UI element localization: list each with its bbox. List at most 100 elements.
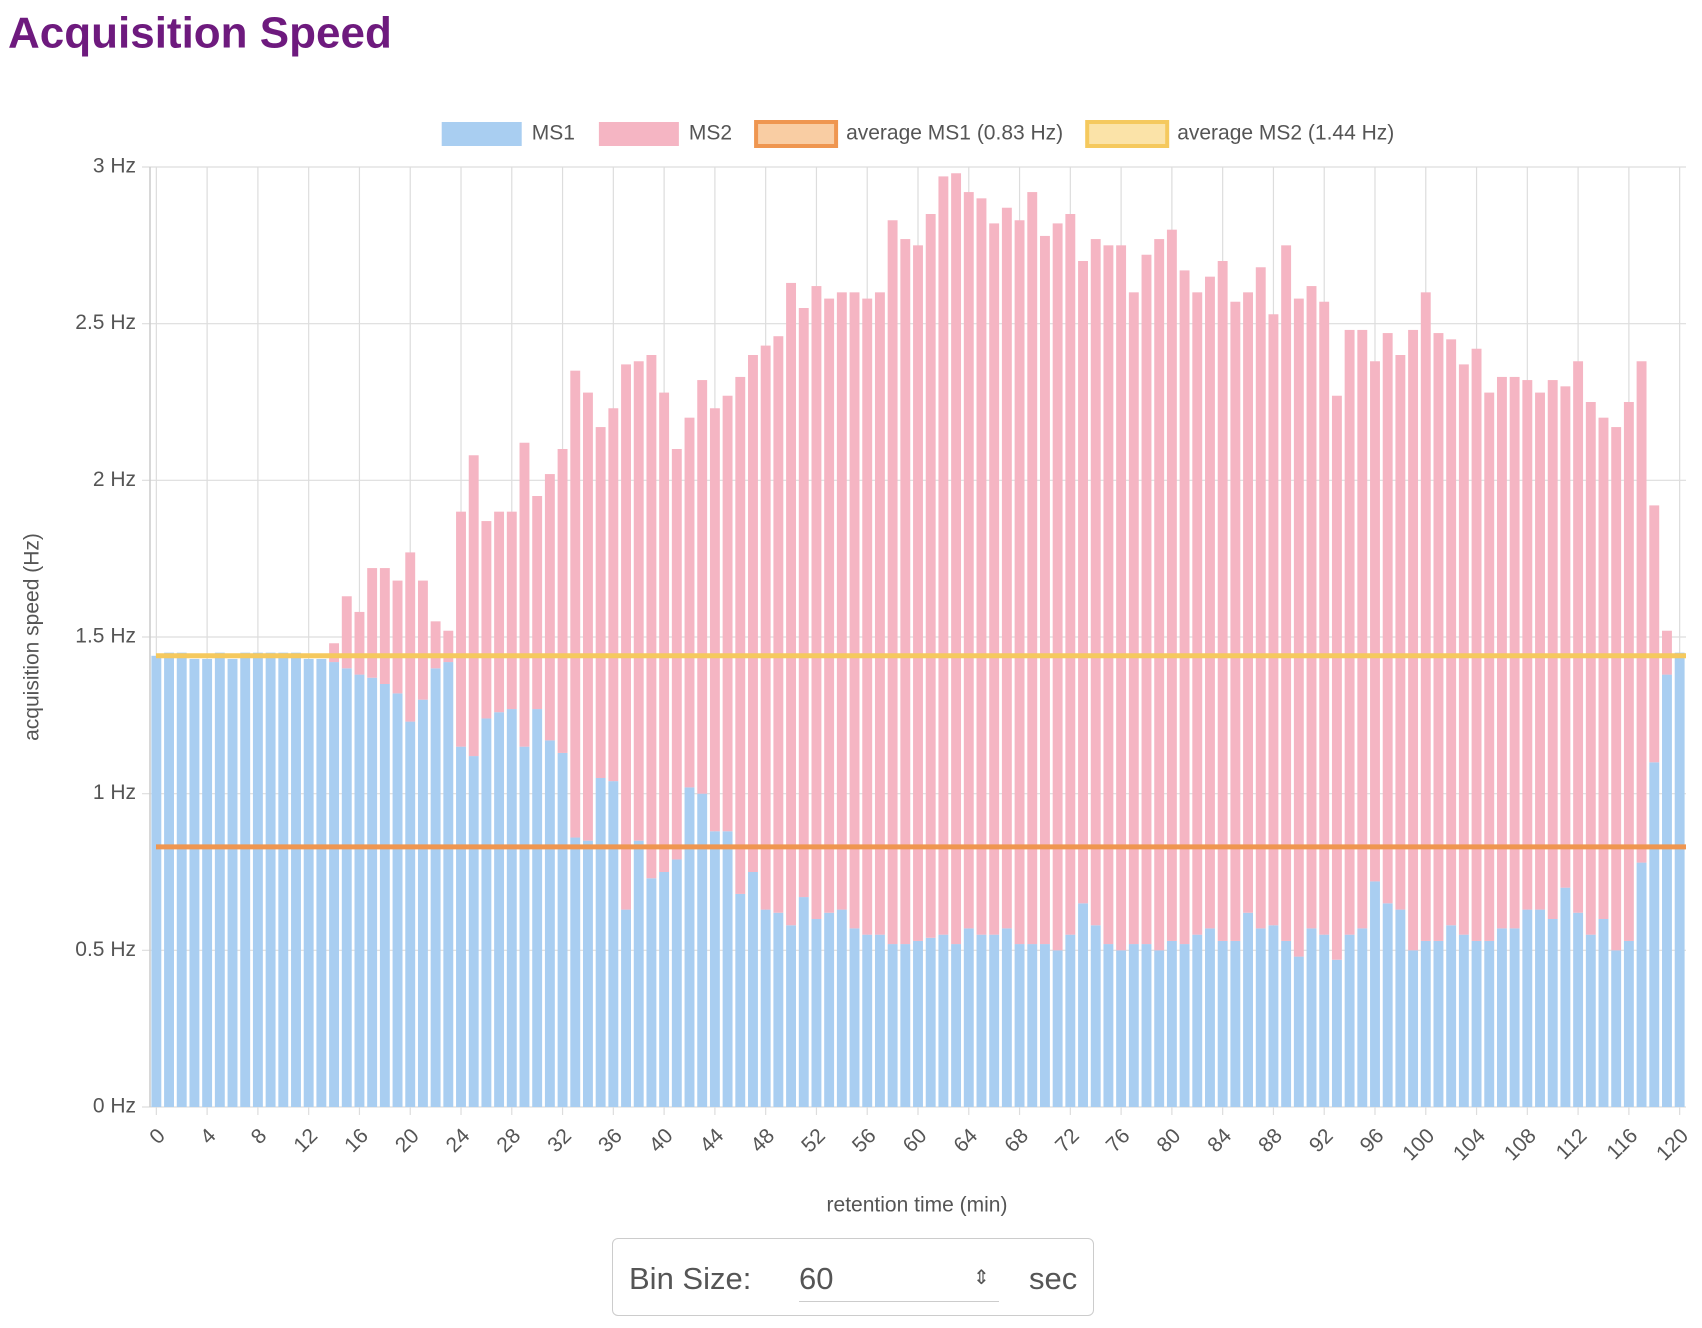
bar — [1090, 239, 1101, 926]
bar — [1192, 934, 1203, 1107]
bar — [1522, 380, 1533, 910]
y-tick-label: 0.5 Hz — [75, 938, 136, 961]
bar — [1547, 380, 1558, 920]
bar — [608, 408, 619, 782]
bar — [925, 214, 936, 938]
bar — [1078, 261, 1088, 904]
bar — [1116, 245, 1127, 951]
x-tick-label: 8 — [247, 1124, 272, 1149]
bar — [1306, 286, 1317, 929]
bar — [1636, 361, 1647, 863]
bar — [1662, 674, 1672, 1107]
y-tick-label: 1.5 Hz — [75, 625, 136, 648]
bar — [1674, 652, 1685, 1107]
bar — [900, 239, 911, 945]
legend-swatch — [441, 122, 522, 146]
bar — [824, 298, 835, 913]
bar — [1001, 928, 1012, 1107]
bar — [164, 652, 174, 1107]
bar — [1420, 940, 1431, 1107]
spinner[interactable]: ⇕ — [973, 1267, 990, 1289]
bin-size-label: Bin Size: — [629, 1261, 752, 1296]
bar — [1484, 392, 1495, 941]
bar — [1623, 940, 1634, 1107]
bar — [874, 934, 885, 1107]
bar — [811, 919, 822, 1107]
bar — [1471, 940, 1482, 1107]
bar — [798, 308, 809, 898]
bar — [1128, 944, 1139, 1107]
bar — [481, 718, 492, 1107]
bar — [367, 568, 378, 678]
bar — [887, 944, 898, 1107]
bar — [379, 684, 390, 1107]
bar — [976, 198, 987, 935]
bar — [709, 408, 720, 832]
x-tick-label: 4 — [196, 1124, 221, 1149]
x-tick-label: 24 — [442, 1124, 475, 1157]
bar — [773, 912, 784, 1107]
bar — [456, 511, 466, 747]
page-title: Acquisition Speed — [8, 9, 392, 58]
bar — [697, 793, 708, 1107]
bar — [392, 693, 403, 1107]
bar — [1027, 944, 1038, 1107]
x-tick-label: 92 — [1305, 1124, 1338, 1157]
bar — [595, 778, 606, 1107]
bar — [1141, 944, 1152, 1107]
bar — [709, 831, 720, 1107]
bar — [735, 893, 746, 1107]
bar — [659, 872, 670, 1107]
bar — [468, 756, 479, 1107]
bar — [1039, 944, 1050, 1107]
bar — [443, 662, 454, 1107]
bar — [811, 286, 822, 920]
bar — [1268, 314, 1279, 926]
bar — [405, 721, 416, 1107]
bar — [202, 658, 213, 1107]
bar — [900, 944, 911, 1107]
bar — [405, 552, 416, 722]
bar — [1154, 239, 1165, 951]
bar — [1065, 214, 1076, 935]
bar — [468, 455, 479, 757]
bar — [1166, 940, 1177, 1107]
legend-swatch — [754, 120, 839, 148]
bar — [989, 223, 1000, 935]
bar — [532, 709, 543, 1107]
bar — [1078, 903, 1088, 1107]
bar — [938, 176, 949, 935]
bar — [1001, 207, 1012, 929]
y-tick-label: 0 Hz — [93, 1095, 136, 1118]
bar — [1382, 903, 1393, 1107]
x-tick-label: 100 — [1398, 1124, 1439, 1165]
bar — [735, 376, 746, 894]
x-tick-label: 112 — [1552, 1124, 1592, 1164]
bar — [1141, 254, 1152, 945]
bar — [1370, 881, 1380, 1107]
bar — [824, 912, 835, 1107]
bar — [1585, 402, 1596, 935]
bar — [1662, 630, 1672, 675]
bar — [1408, 950, 1419, 1107]
bar — [1623, 402, 1634, 941]
bar — [938, 934, 949, 1107]
bar — [595, 427, 606, 778]
y-tick-label: 2.5 Hz — [75, 311, 136, 334]
bar — [1103, 944, 1114, 1107]
legend-label: average MS1 (0.83 Hz) — [846, 122, 1063, 145]
bar — [951, 944, 962, 1107]
y-tick-label: 2 Hz — [93, 468, 136, 491]
bar — [1319, 301, 1330, 935]
bin-size-input[interactable]: 60 — [799, 1261, 999, 1302]
bar — [659, 392, 670, 872]
bar — [697, 380, 708, 794]
bar — [836, 909, 847, 1107]
bar — [862, 298, 873, 935]
bar — [773, 336, 784, 913]
x-tick-label: 120 — [1652, 1124, 1693, 1165]
bar — [1192, 292, 1203, 935]
bar — [1230, 940, 1241, 1107]
bar — [227, 658, 238, 1107]
